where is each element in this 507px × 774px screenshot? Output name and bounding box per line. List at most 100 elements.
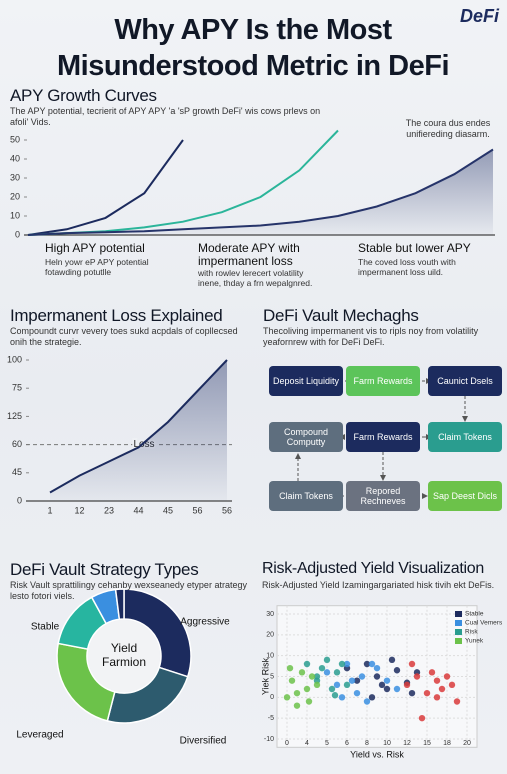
scatter-point <box>408 689 416 697</box>
annotation-text: The coved loss vouth with impermanent lo… <box>358 257 456 277</box>
diagram-node: Sap Deest Dicls <box>428 481 502 511</box>
x-tick-label: 44 <box>133 505 143 515</box>
scatter-point <box>418 714 426 722</box>
y-tick-label: -10 <box>264 736 274 743</box>
section-subtitle: Thecoliving impermanent vis to ripls noy… <box>263 326 479 347</box>
diagram-node: Compound Computty <box>269 422 343 452</box>
y-tick-label: 50 <box>10 134 20 144</box>
scatter-point <box>433 694 441 701</box>
x-tick-label: 8 <box>365 740 369 747</box>
y-tick-label: 60 <box>12 439 22 449</box>
scatter-point <box>438 685 446 693</box>
legend-swatch <box>455 620 462 626</box>
x-tick-label: 6 <box>345 740 349 747</box>
scatter-point <box>298 669 306 676</box>
y-tick-label: 10 <box>266 653 274 660</box>
y-tick-label: 0 <box>15 229 20 239</box>
y-tick-label: 20 <box>266 632 274 639</box>
section-title: DeFi Vault Strategy Types <box>10 560 199 579</box>
y-tick-label: 30 <box>10 172 20 182</box>
series-area <box>50 360 227 501</box>
section-subtitle: The APY potential, tecrierit of APY APY … <box>10 106 321 127</box>
pie-slice <box>123 588 192 678</box>
scatter-point <box>428 669 436 676</box>
scatter-point <box>333 681 341 689</box>
brand-logo: DeFi <box>459 6 499 26</box>
scatter-point <box>368 694 376 701</box>
scatter-point <box>358 673 366 680</box>
x-tick-label: 18 <box>443 740 451 747</box>
scatter-point <box>313 673 321 680</box>
scatter-point <box>433 677 441 684</box>
section-subtitle: Risk Vault sprattilingy cehanby wexseane… <box>10 580 247 601</box>
pie-hole <box>88 620 160 692</box>
scatter-point <box>288 677 296 684</box>
scatter-point <box>293 702 301 709</box>
y-tick-label: 30 <box>266 611 274 618</box>
slice-label: Diversified <box>180 736 227 747</box>
scatter-point <box>453 698 461 705</box>
y-tick-label: 45 <box>12 467 22 477</box>
y-tick-label: 5 <box>270 673 274 680</box>
y-tick-label: 100 <box>7 354 22 364</box>
legend-label: Cual Vemers <box>465 620 503 627</box>
slice-label: Stable <box>31 622 60 633</box>
x-axis-label: Yield vs. Risk <box>350 749 404 759</box>
scatter-point <box>338 694 346 701</box>
scatter-point <box>286 664 294 672</box>
legend-swatch <box>455 629 462 635</box>
diagram-node: Farm Rewards <box>346 366 420 396</box>
scatter-point <box>408 660 416 668</box>
section-title: DeFi Vault Mechaghs <box>263 306 419 325</box>
legend-label: Risk <box>465 629 478 636</box>
scatter-point <box>343 681 351 689</box>
scatter-point <box>305 698 313 705</box>
page-title: Why APY Is the Most Misunderstood Metric… <box>56 14 450 82</box>
annotation-label: Stable but lower APY <box>358 241 471 255</box>
scatter-point <box>393 667 401 674</box>
scatter-point <box>323 669 331 676</box>
diagram-node: Caunict Dsels <box>428 366 502 396</box>
x-tick-label: 10 <box>383 740 391 747</box>
diagram-node: Farm Rewards <box>346 422 420 452</box>
y-axis-label: Yiek Risk <box>260 657 270 695</box>
pie-slice <box>114 588 125 621</box>
scatter-point <box>313 681 321 689</box>
scatter-point <box>338 660 346 668</box>
scatter-point <box>293 689 301 697</box>
legend-label: Stable <box>465 611 484 618</box>
scatter-point <box>283 694 291 701</box>
x-tick-label: 4 <box>305 740 309 747</box>
scatter-point <box>348 677 356 684</box>
scatter-point <box>403 681 411 689</box>
x-tick-label: 45 <box>163 505 173 515</box>
x-tick-label: 56 <box>192 505 202 515</box>
scatter-point <box>378 681 386 689</box>
scatter-point <box>353 677 361 684</box>
scatter-point <box>383 685 391 693</box>
diagram-node: Claim Tokens <box>269 481 343 511</box>
scatter-point <box>328 685 336 693</box>
section-subtitle: Compoundt curvr vevery toes sukd acpdals… <box>10 326 238 347</box>
scatter-point <box>331 692 339 699</box>
diagram-node: Deposit Liquidity <box>269 366 343 396</box>
chart-note: The coura dus endes unifiereding diasarm… <box>405 118 491 139</box>
scatter-point <box>383 677 391 684</box>
scatter-point <box>373 673 381 680</box>
scatter-point <box>373 664 381 672</box>
scatter-point <box>363 698 371 705</box>
scatter-point <box>353 689 361 697</box>
x-tick-label: 1 <box>47 505 52 515</box>
section-title: APY Growth Curves <box>10 86 157 105</box>
x-tick-label: 20 <box>463 740 471 747</box>
y-tick-label: 0 <box>17 495 22 505</box>
scatter-point <box>303 660 311 668</box>
center-label: Yield Farmion <box>102 641 146 669</box>
series-area <box>28 149 493 235</box>
annotation-text: Heln yowr eP APY potential fotawding pot… <box>45 257 149 277</box>
scatter-point <box>323 656 331 664</box>
scatter-point <box>448 681 456 689</box>
y-tick-label: 20 <box>10 191 20 201</box>
y-tick-label: -5 <box>268 715 274 722</box>
